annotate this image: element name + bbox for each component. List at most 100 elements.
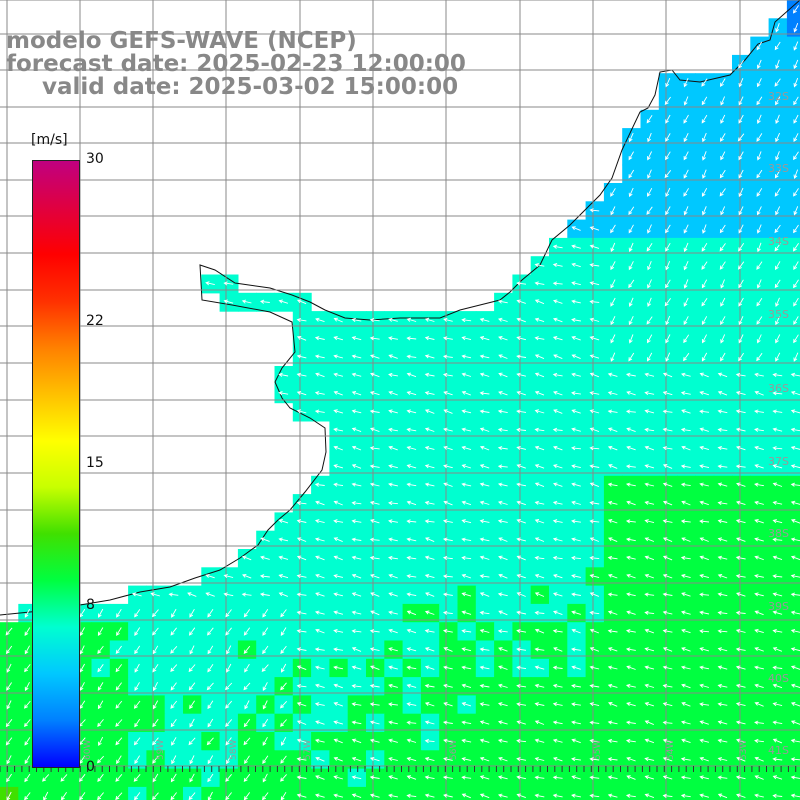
- wind-arrow: [790, 647, 800, 652]
- wind-arrow: [43, 791, 49, 800]
- wind-arrow: [278, 372, 289, 377]
- wind-arrow: [497, 299, 508, 304]
- wind-arrow: [607, 610, 618, 615]
- wind-arrow: [315, 756, 325, 762]
- wind-arrow: [553, 354, 563, 360]
- wind-arrow: [170, 718, 177, 728]
- wind-arrow: [461, 336, 472, 341]
- wind-arrow: [552, 336, 563, 341]
- wind-arrow: [168, 592, 179, 597]
- wind-arrow: [626, 610, 636, 615]
- wind-arrow: [717, 665, 728, 670]
- wind-arrow: [589, 336, 600, 341]
- wind-arrow: [170, 773, 177, 783]
- wind-arrow: [717, 427, 728, 432]
- wind-arrow: [665, 187, 671, 198]
- wind-arrow: [625, 720, 636, 725]
- wind-arrow: [115, 737, 123, 746]
- wind-cell: [457, 786, 477, 800]
- wind-arrow: [571, 391, 581, 396]
- wind-arrow: [775, 316, 781, 326]
- wind-arrow: [461, 464, 472, 469]
- wind-arrow: [351, 555, 362, 560]
- colorbar-tick-label: 8: [86, 596, 95, 613]
- wind-arrow: [315, 573, 325, 579]
- wind-arrow: [406, 372, 417, 378]
- wind-arrow: [553, 592, 563, 597]
- wind-cell: [603, 786, 623, 800]
- wind-arrow: [406, 390, 417, 396]
- wind-arrow: [534, 628, 545, 634]
- wind-arrow: [516, 592, 526, 597]
- wind-arrow: [314, 537, 325, 542]
- wind-arrow: [644, 757, 655, 762]
- wind-arrow: [738, 187, 744, 198]
- wind-arrow: [775, 206, 781, 216]
- wind-arrow: [314, 683, 325, 689]
- wind-arrow: [701, 96, 708, 106]
- wind-arrow: [479, 482, 490, 487]
- wind-arrow: [314, 519, 325, 524]
- wind-arrow: [296, 537, 307, 542]
- wind-arrow: [662, 793, 673, 798]
- wind-arrow: [115, 682, 122, 691]
- wind-arrow: [644, 409, 655, 414]
- wind-arrow: [314, 336, 325, 341]
- wind-arrow: [571, 427, 581, 432]
- wind-arrow: [607, 409, 618, 414]
- wind-arrow: [774, 78, 781, 87]
- wind-arrow: [589, 610, 600, 615]
- wind-arrow: [553, 390, 563, 396]
- wind-arrow: [296, 775, 307, 780]
- wind-arrow: [461, 629, 472, 634]
- wind-arrow: [772, 555, 783, 561]
- wind-arrow: [296, 500, 307, 506]
- wind-arrow: [479, 537, 490, 542]
- wind-arrow: [775, 297, 780, 307]
- wind-arrow: [370, 427, 380, 433]
- wind-arrow: [701, 316, 708, 326]
- wind-arrow: [134, 627, 141, 636]
- wind-cell: [530, 786, 550, 800]
- wind-arrow: [571, 665, 581, 670]
- wind-arrow: [775, 96, 781, 106]
- wind-arrow: [516, 336, 527, 341]
- wind-arrow: [665, 315, 671, 326]
- wind-arrow: [680, 775, 691, 780]
- wind-arrow: [589, 263, 600, 268]
- wind-arrow: [571, 647, 581, 652]
- wind-arrow: [315, 793, 325, 798]
- colorbar: [32, 160, 80, 768]
- wind-arrow: [738, 297, 744, 307]
- lon-label: 53W: [739, 740, 749, 760]
- wind-arrow: [152, 718, 159, 728]
- wind-arrow: [662, 702, 673, 707]
- wind-arrow: [134, 755, 140, 765]
- wind-arrow: [262, 645, 269, 655]
- wind-arrow: [589, 409, 600, 414]
- wind-arrow: [296, 317, 307, 323]
- wind-cell: [256, 786, 276, 800]
- wind-arrow: [754, 555, 764, 561]
- wind-arrow: [479, 647, 490, 652]
- wind-arrow: [479, 354, 490, 359]
- wind-arrow: [626, 445, 636, 451]
- wind-arrow: [24, 700, 31, 709]
- wind-cell: [146, 786, 166, 800]
- wind-arrow: [479, 720, 490, 725]
- wind-arrow: [738, 279, 744, 289]
- wind-arrow: [680, 574, 691, 579]
- wind-cell: [786, 164, 800, 184]
- wind-arrow: [717, 519, 728, 524]
- wind-arrow: [701, 78, 708, 87]
- wind-arrow: [351, 793, 362, 799]
- wind-arrow: [610, 261, 616, 271]
- wind-arrow: [717, 573, 728, 579]
- colorbar-tick-label: 22: [86, 313, 104, 330]
- wind-arrow: [625, 683, 636, 688]
- wind-arrow: [699, 775, 710, 780]
- wind-arrow: [793, 151, 799, 161]
- wind-cell: [164, 786, 184, 800]
- wind-arrow: [443, 464, 453, 469]
